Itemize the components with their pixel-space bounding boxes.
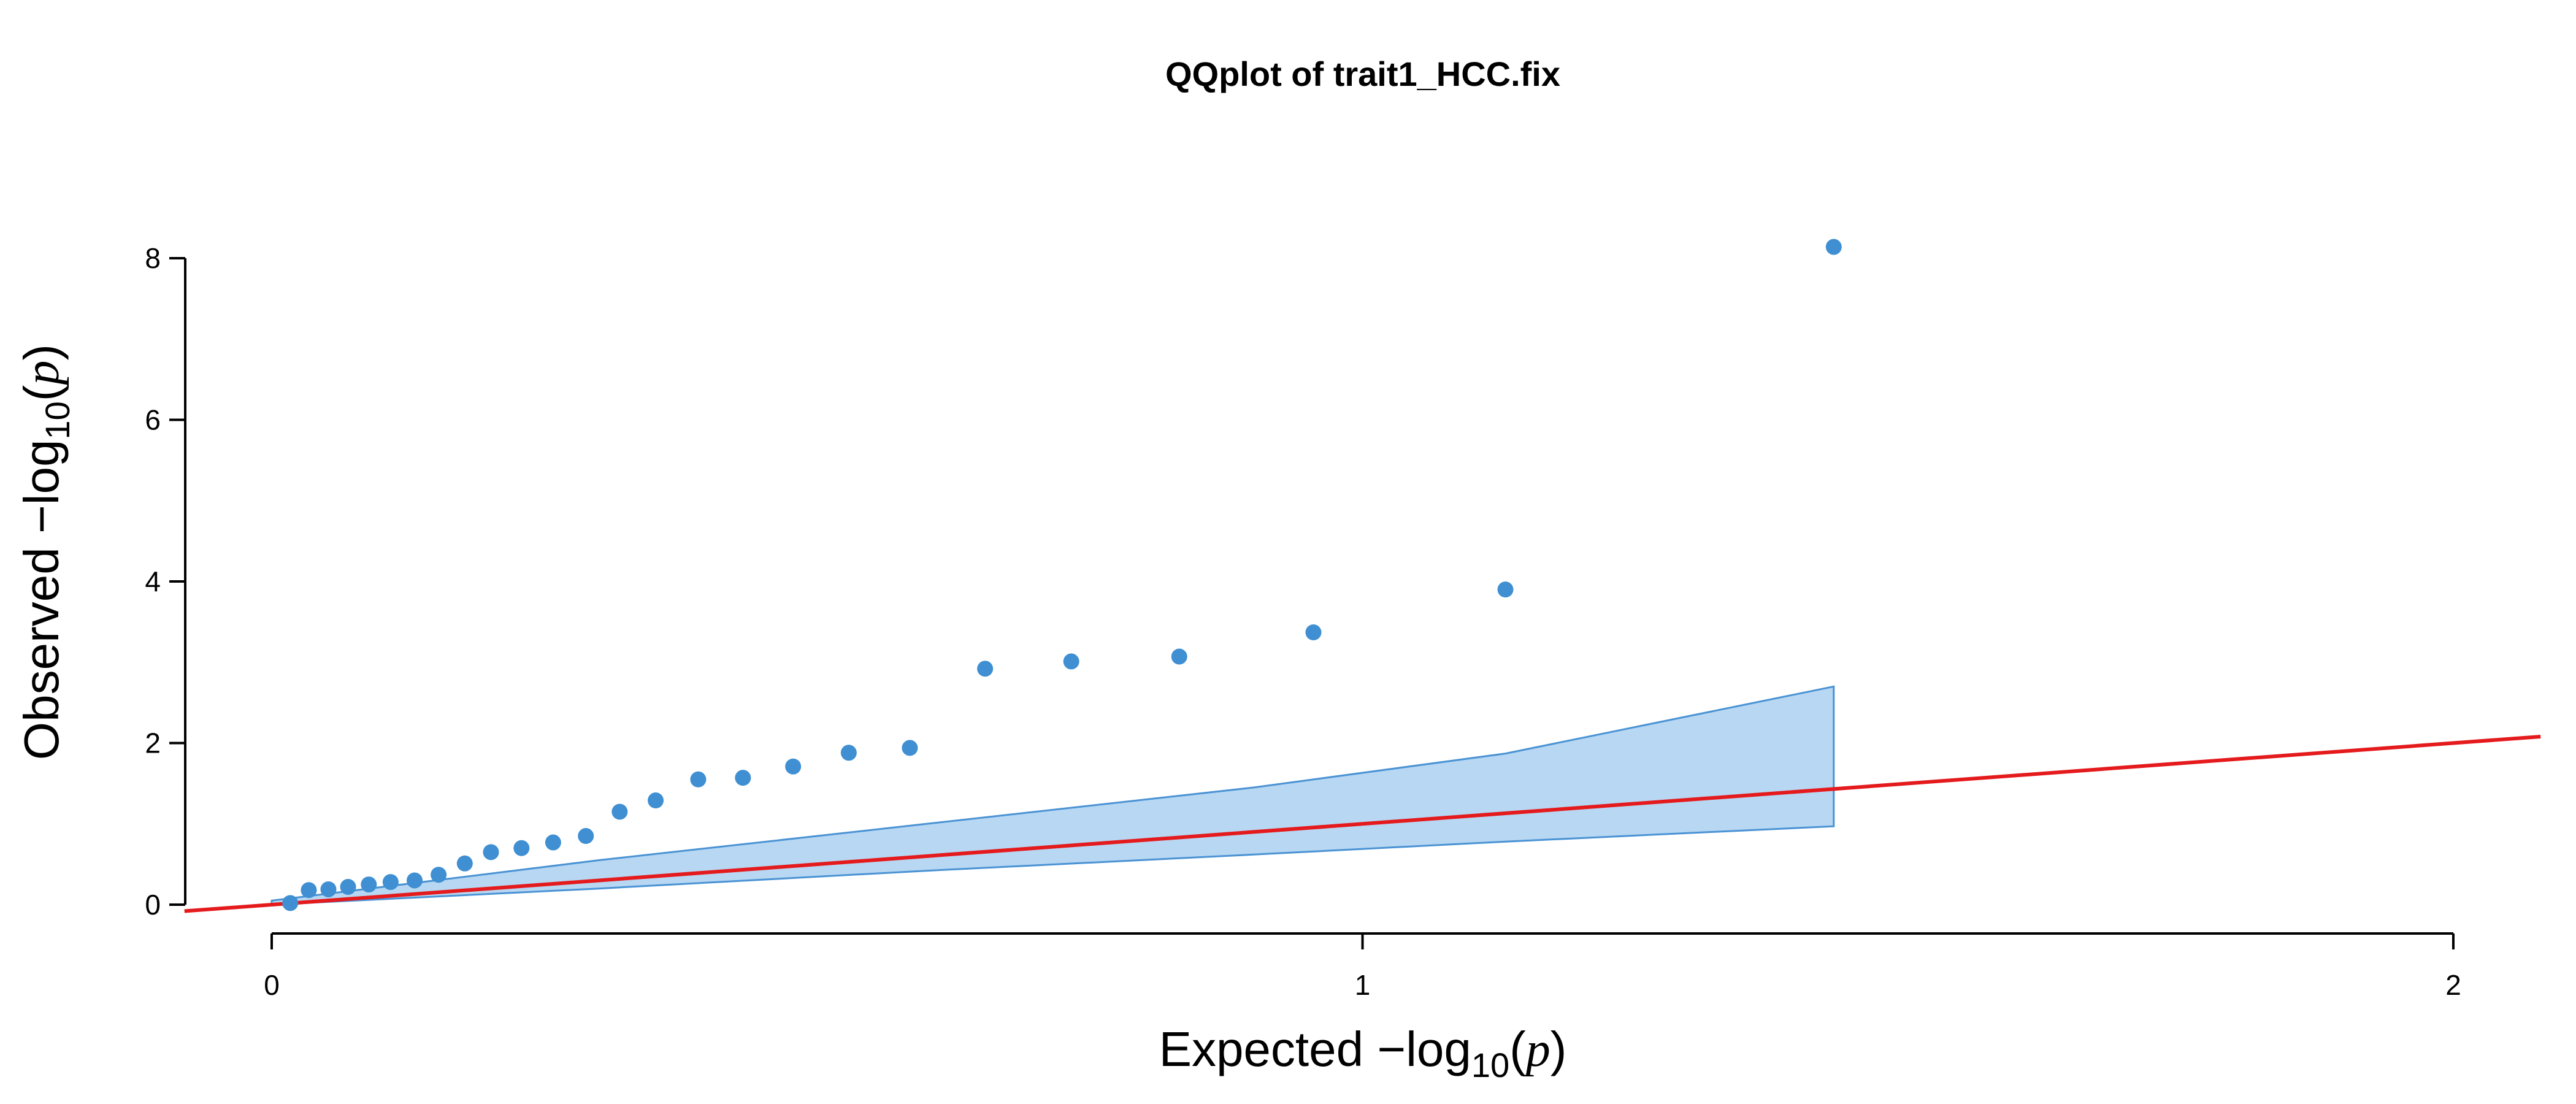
y-tick-label: 4 [145,565,161,597]
data-point [483,844,499,861]
data-point [785,758,802,775]
y-axis: 0 2 4 6 8 [145,242,186,921]
y-axis-label: Observed −log10(p) [14,344,77,760]
confidence-band [270,685,1835,906]
data-point [1305,624,1322,641]
y-axis-label-open-paren: ( [14,385,69,401]
data-point [513,840,530,856]
data-point [320,881,337,897]
data-point [382,874,399,891]
data-point [1063,653,1079,670]
x-axis-label: Expected −log10(p) [1159,1022,1567,1084]
x-axis-label-prefix: Expected −log [1159,1022,1471,1076]
y-tick-label: 2 [145,727,161,759]
data-point [578,828,594,845]
data-point [406,872,423,889]
data-point [1171,648,1187,665]
y-tick-label: 8 [145,242,161,274]
x-axis-label-variable: p [1523,1023,1551,1077]
reference-line-layer [184,734,2541,913]
data-point [1825,239,1842,255]
y-axis-label-subscript: 10 [38,401,77,439]
y-axis-label-variable: p [15,361,69,388]
x-axis-label-subscript: 10 [1471,1046,1509,1084]
data-point [690,771,707,788]
data-points-layer [282,239,1842,911]
data-point [301,882,317,899]
chart-title: QQplot of trait1_HCC.fix [1165,55,1560,93]
y-tick-label: 0 [145,889,161,921]
data-point [902,740,918,756]
data-point [361,876,377,893]
x-tick-label: 2 [2445,969,2461,1001]
x-tick-label: 1 [1355,969,1371,1001]
data-point [840,745,857,761]
data-point [282,895,299,911]
x-axis-label-close-paren: ) [1551,1022,1567,1076]
data-point [545,834,561,851]
data-point [611,803,628,820]
data-point [977,661,994,677]
y-tick-label: 6 [145,404,161,436]
x-axis: 0 1 2 [264,932,2461,1001]
data-point [648,792,664,809]
x-axis-label-open-paren: ( [1509,1022,1526,1076]
data-point [456,855,473,872]
data-point [1497,581,1514,598]
data-point [735,770,751,786]
x-tick-label: 0 [264,969,280,1001]
y-axis-label-close-paren: ) [14,344,69,361]
reference-line [184,734,2541,913]
confidence-band-layer [270,685,1835,906]
data-point [340,879,356,895]
y-axis-label-prefix: Observed −log [14,440,69,761]
data-point [431,867,447,883]
